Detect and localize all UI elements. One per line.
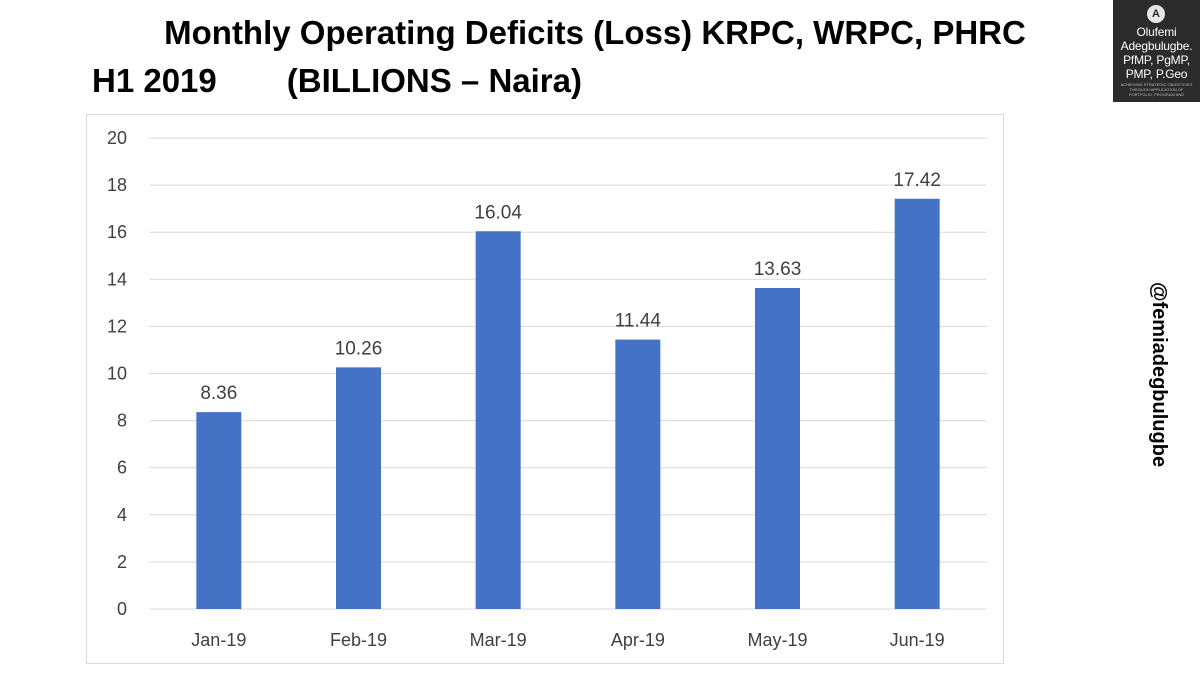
x-tick-label: Jun-19 bbox=[890, 630, 945, 650]
logo-name-line1: Olufemi bbox=[1136, 25, 1177, 39]
logo-name-line2: Adegbulugbe. bbox=[1120, 39, 1193, 53]
x-tick-label: Feb-19 bbox=[330, 630, 387, 650]
bar bbox=[894, 198, 940, 609]
x-tick-label: Mar-19 bbox=[470, 630, 527, 650]
logo-credentials-line1: PfMP, PgMP, bbox=[1123, 53, 1190, 67]
bar bbox=[615, 339, 661, 609]
author-logo: A Olufemi Adegbulugbe. PfMP, PgMP, PMP, … bbox=[1113, 0, 1200, 102]
y-tick-label: 18 bbox=[107, 175, 127, 195]
logo-name: Olufemi Adegbulugbe. PfMP, PgMP, PMP, P.… bbox=[1113, 25, 1200, 81]
y-tick-label: 16 bbox=[107, 222, 127, 242]
bar bbox=[475, 231, 521, 609]
y-tick-label: 10 bbox=[107, 364, 127, 384]
bar bbox=[755, 288, 800, 609]
chart-title-period: H1 2019 bbox=[92, 62, 217, 99]
y-tick-label: 12 bbox=[107, 316, 127, 336]
logo-credentials-line2: PMP, P.Geo bbox=[1125, 67, 1188, 81]
bar bbox=[336, 367, 381, 609]
x-tick-label: Apr-19 bbox=[611, 630, 665, 650]
chart-title-line1: Monthly Operating Deficits (Loss) KRPC, … bbox=[164, 14, 1026, 51]
data-label: 10.26 bbox=[335, 338, 383, 359]
y-tick-label: 2 bbox=[117, 552, 127, 572]
y-tick-label: 20 bbox=[107, 128, 127, 148]
chart-area: 0 2 4 6 8 10 12 14 16 18 20 8.36 Jan-19 10.26 Feb-19 16… bbox=[86, 114, 1004, 664]
y-tick-label: 14 bbox=[107, 269, 127, 289]
y-tick-label: 6 bbox=[117, 458, 127, 478]
y-tick-label: 4 bbox=[117, 505, 127, 525]
chart-title-line2: H1 2019 (BILLIONS – Naira) bbox=[92, 62, 582, 100]
data-label: 13.63 bbox=[754, 259, 802, 280]
data-label: 8.36 bbox=[200, 383, 237, 404]
y-tick-label: 8 bbox=[117, 411, 127, 431]
bar-chart: 0 2 4 6 8 10 12 14 16 18 20 8.36 Jan-19 10.26 Feb-19 16… bbox=[107, 128, 987, 650]
y-tick-label: 0 bbox=[117, 599, 127, 619]
x-tick-label: Jan-19 bbox=[191, 630, 246, 650]
logo-tagline: ACHIEVING STRATEGIC OBJECTIVES THROUGH A… bbox=[1120, 82, 1193, 98]
bar bbox=[196, 412, 242, 609]
logo-emblem-icon: A bbox=[1147, 5, 1165, 23]
data-label: 17.42 bbox=[893, 170, 941, 191]
data-label: 16.04 bbox=[474, 202, 522, 223]
chart-title-units: (BILLIONS – Naira) bbox=[286, 62, 582, 99]
data-label: 11.44 bbox=[615, 311, 662, 332]
social-handle: @femiadegbulugbe bbox=[1148, 282, 1170, 468]
x-tick-label: May-19 bbox=[747, 630, 807, 650]
